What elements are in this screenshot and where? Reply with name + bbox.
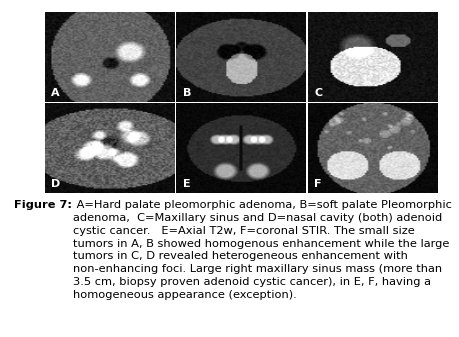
Text: C: C — [314, 88, 322, 98]
Text: Figure 7:: Figure 7: — [14, 200, 72, 210]
Text: B: B — [183, 88, 191, 98]
Text: E: E — [183, 179, 190, 189]
Text: A: A — [51, 88, 60, 98]
Text: F: F — [314, 179, 322, 189]
Text: A=Hard palate pleomorphic adenoma, B=soft palate Pleomorphic adenoma,  C=Maxilla: A=Hard palate pleomorphic adenoma, B=sof… — [73, 200, 452, 300]
Text: D: D — [51, 179, 60, 189]
